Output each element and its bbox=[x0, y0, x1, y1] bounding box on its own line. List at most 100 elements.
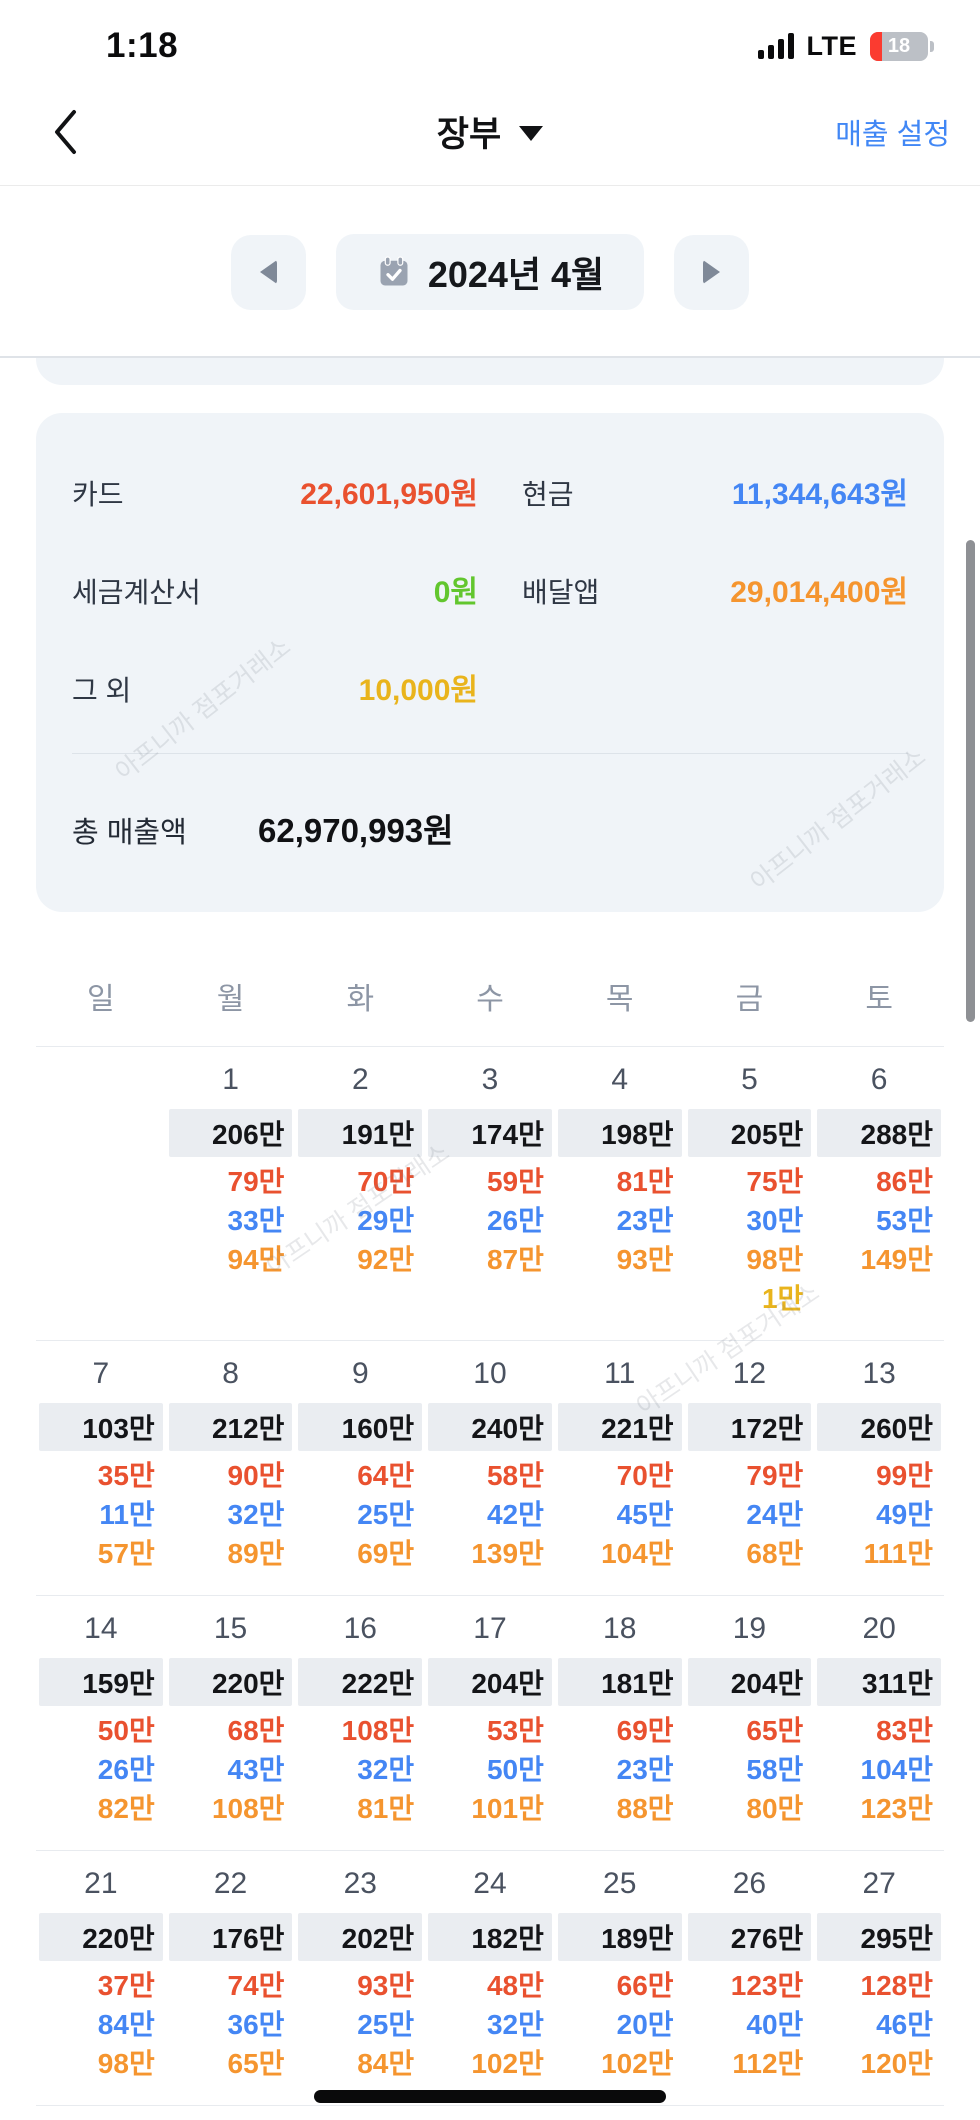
next-month-button[interactable] bbox=[674, 234, 750, 310]
day-number: 27 bbox=[862, 1867, 896, 1900]
calendar-day-cell[interactable]: 14 159만 50만 26만 82만 bbox=[36, 1612, 166, 1828]
day-total-amount: 220만 bbox=[39, 1913, 163, 1961]
calendar-day-cell[interactable]: 7 103만 35만 11만 57만 bbox=[36, 1357, 166, 1573]
day-cash-amount: 23만 bbox=[616, 1205, 674, 1236]
day-number: 8 bbox=[222, 1357, 239, 1390]
day-number: 2 bbox=[351, 1063, 369, 1096]
day-number: 13 bbox=[862, 1357, 896, 1390]
day-cash-amount: 58만 bbox=[746, 1754, 804, 1785]
prev-month-button[interactable] bbox=[230, 234, 306, 310]
calendar-day-cell[interactable]: 20 311만 83만 104만 123만 bbox=[814, 1612, 944, 1828]
calendar-icon bbox=[380, 256, 408, 286]
day-total-amount: 204만 bbox=[428, 1658, 552, 1706]
day-delivery-amount: 120만 bbox=[860, 2048, 933, 2079]
back-button[interactable] bbox=[52, 109, 112, 155]
day-number: 20 bbox=[862, 1612, 896, 1645]
home-indicator[interactable] bbox=[314, 2090, 666, 2103]
day-card-amount: 58만 bbox=[486, 1460, 544, 1491]
day-total-amount: 174만 bbox=[428, 1109, 552, 1157]
calendar-day-cell[interactable]: 18 181만 69만 23만 88만 bbox=[555, 1612, 685, 1828]
calendar-day-cell[interactable]: 10 240만 58만 42만 139만 bbox=[425, 1357, 555, 1573]
day-delivery-amount: 98만 bbox=[746, 1244, 804, 1275]
day-total-amount: 181만 bbox=[557, 1658, 682, 1706]
day-card-amount: 64만 bbox=[357, 1460, 415, 1491]
title-dropdown-icon[interactable] bbox=[519, 126, 544, 141]
day-card-amount: 70만 bbox=[357, 1166, 415, 1197]
calendar-day-cell[interactable]: 12 172만 79만 24만 68만 bbox=[685, 1357, 815, 1573]
calendar-day-cell[interactable]: 6 288만 86만 53만 149만 bbox=[814, 1063, 944, 1318]
day-card-amount: 35만 bbox=[97, 1460, 155, 1491]
day-cash-amount: 36만 bbox=[227, 2009, 285, 2040]
network-type-label: LTE bbox=[806, 30, 857, 61]
day-total-amount: 198만 bbox=[557, 1109, 682, 1157]
calendar-day-cell[interactable]: 25 189만 66만 20만 102만 bbox=[555, 1867, 685, 2083]
day-card-amount: 65만 bbox=[746, 1715, 804, 1746]
day-total-amount: 159만 bbox=[39, 1658, 163, 1706]
day-card-amount: 69만 bbox=[616, 1715, 674, 1746]
day-cash-amount: 29만 bbox=[357, 1205, 415, 1236]
total-sales-label: 총 매출액 bbox=[72, 817, 187, 849]
month-picker-button[interactable]: 2024년 4월 bbox=[335, 234, 645, 310]
weekday-label: 토 bbox=[865, 983, 893, 1016]
calendar-day-cell[interactable]: 26 276만 123만 40만 112만 bbox=[685, 1867, 815, 2083]
calendar-day-cell[interactable]: 17 204만 53만 50만 101만 bbox=[425, 1612, 555, 1828]
calendar-day-cell[interactable]: 4 198만 81만 23만 93만 bbox=[555, 1063, 685, 1318]
summary-item-tax-invoice: 세금계산서 0원 bbox=[72, 567, 490, 611]
calendar-day-cell[interactable]: 11 221만 70만 45만 104만 bbox=[555, 1357, 685, 1573]
calendar-weeks: 1 206만 79만 33만 94만 2 191만 70만 29만 92만 3 174만 59만 26만 8… bbox=[36, 1047, 944, 2120]
day-card-amount: 81만 bbox=[616, 1166, 674, 1197]
calendar-day-cell[interactable]: 19 204만 65만 58만 80만 bbox=[685, 1612, 815, 1828]
day-card-amount: 128만 bbox=[860, 1970, 933, 2001]
calendar-week-row: 28214만84만24만105만29189만71만25만92만30207만81만… bbox=[36, 2106, 944, 2120]
calendar-day-cell[interactable]: 27 295만 128만 46만 120만 bbox=[814, 1867, 944, 2083]
day-cash-amount: 25만 bbox=[357, 2009, 415, 2040]
calendar-day-cell[interactable]: 3 174만 59만 26만 87만 bbox=[425, 1063, 555, 1318]
summary-item-value: 10,000원 bbox=[358, 674, 478, 707]
summary-item-etc: 그 외 10,000원 bbox=[72, 665, 490, 709]
calendar-week-row: 21 220만 37만 84만 98만 22 176만 74만 36만 65만 23 202만 93만 2… bbox=[36, 1851, 944, 2106]
summary-item-delivery-app: 배달앱 29,014,400원 bbox=[490, 567, 908, 611]
page-title[interactable]: 장부 bbox=[436, 115, 502, 154]
day-total-amount: 276만 bbox=[687, 1913, 812, 1961]
calendar-day-cell[interactable]: 22 176만 74만 36만 65만 bbox=[166, 1867, 296, 2083]
sales-settings-link[interactable]: 매출 설정 bbox=[835, 118, 950, 151]
day-card-amount: 83만 bbox=[876, 1715, 933, 1746]
summary-item-value: 29,014,400원 bbox=[730, 576, 908, 609]
calendar-day-cell[interactable]: 8 212만 90만 32만 89만 bbox=[166, 1357, 296, 1573]
calendar-day-cell[interactable]: 15 220만 68만 43만 108만 bbox=[166, 1612, 296, 1828]
day-number: 15 bbox=[213, 1612, 248, 1645]
day-total-amount: 222만 bbox=[298, 1658, 423, 1706]
day-cash-amount: 30만 bbox=[746, 1205, 804, 1236]
summary-item-label: 세금계산서 bbox=[72, 577, 201, 608]
day-total-amount: 206만 bbox=[168, 1109, 293, 1157]
calendar-day-cell[interactable]: 2 191만 70만 29만 92만 bbox=[295, 1063, 425, 1318]
day-delivery-amount: 112만 bbox=[732, 2048, 804, 2079]
calendar-day-cell[interactable]: 1 206만 79만 33만 94만 bbox=[166, 1063, 296, 1318]
day-cash-amount: 50만 bbox=[486, 1754, 544, 1785]
chevron-left-icon bbox=[259, 260, 277, 284]
day-delivery-amount: 81만 bbox=[357, 1793, 415, 1824]
calendar-day-cell[interactable]: 9 160만 64만 25만 69만 bbox=[295, 1357, 425, 1573]
calendar-day-cell[interactable]: 24 182만 48만 32만 102만 bbox=[425, 1867, 555, 2083]
day-total-amount: 260만 bbox=[817, 1403, 941, 1451]
day-cash-amount: 104만 bbox=[860, 1754, 933, 1785]
day-delivery-amount: 87만 bbox=[486, 1244, 544, 1275]
status-bar: 1:18 LTE 18 bbox=[0, 0, 980, 78]
day-cash-amount: 23만 bbox=[616, 1754, 674, 1785]
day-delivery-amount: 93만 bbox=[616, 1244, 674, 1275]
calendar-day-cell[interactable]: 23 202만 93만 25만 84만 bbox=[295, 1867, 425, 2083]
calendar-day-cell[interactable]: 5 205만 75만 30만 98만 1만 bbox=[685, 1063, 815, 1318]
chevron-left-icon bbox=[55, 109, 76, 154]
calendar-day-cell[interactable]: 21 220만 37만 84만 98만 bbox=[36, 1867, 166, 2083]
day-delivery-amount: 104만 bbox=[601, 1538, 674, 1569]
day-cash-amount: 45만 bbox=[616, 1499, 674, 1530]
calendar-day-cell[interactable]: 16 222만 108만 32만 81만 bbox=[295, 1612, 425, 1828]
scrollbar[interactable] bbox=[966, 540, 975, 1022]
day-number: 10 bbox=[473, 1357, 507, 1390]
calendar-day-cell[interactable]: 13 260만 99만 49만 111만 bbox=[814, 1357, 944, 1573]
day-total-amount: 160만 bbox=[298, 1403, 423, 1451]
day-card-amount: 79만 bbox=[227, 1166, 285, 1197]
day-cash-amount: 32만 bbox=[357, 1754, 415, 1785]
day-number: 16 bbox=[343, 1612, 377, 1645]
